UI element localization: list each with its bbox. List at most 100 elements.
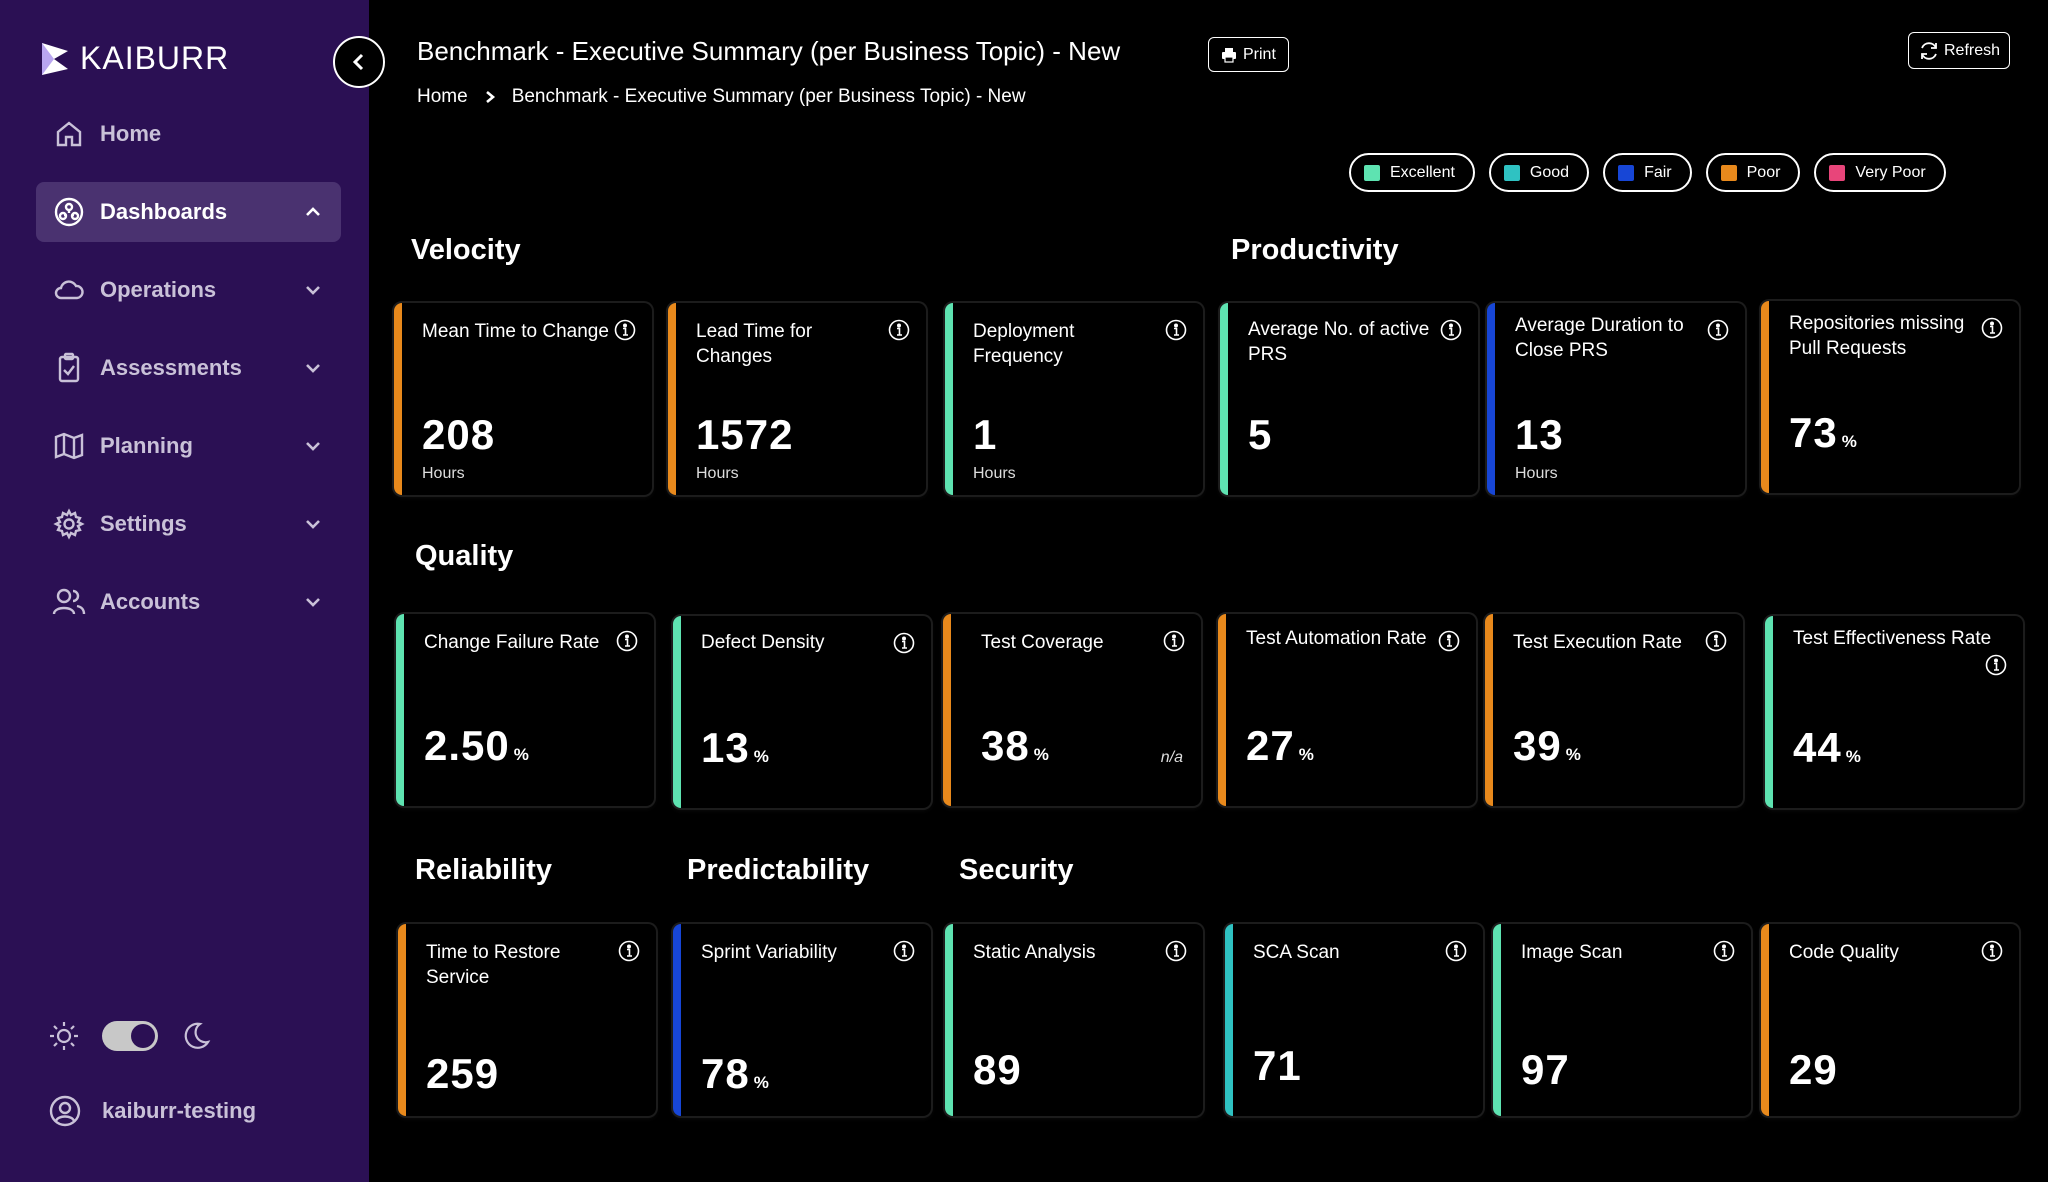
sidebar-item-operations[interactable]: Operations xyxy=(36,260,341,320)
card-change-failure-rate[interactable]: Change Failure Rate 2.50% xyxy=(396,614,654,806)
card-value: 73% xyxy=(1789,409,1858,456)
sidebar-item-settings[interactable]: Settings xyxy=(36,494,341,554)
info-icon[interactable] xyxy=(1981,940,2003,962)
sidebar-item-planning[interactable]: Planning xyxy=(36,416,341,476)
card-deployment-frequency[interactable]: Deployment Frequency 1 Hours xyxy=(945,303,1203,495)
collapse-sidebar-button[interactable] xyxy=(333,36,385,88)
card-label: Test Coverage xyxy=(981,632,1104,653)
card-repositories-missing-prs[interactable]: Repositories missing Pull Requests 73% xyxy=(1761,301,2019,493)
info-icon[interactable] xyxy=(1445,940,1467,962)
card-static-analysis[interactable]: Static Analysis 89 xyxy=(945,924,1203,1116)
card-sprint-variability[interactable]: Sprint Variability 78% xyxy=(673,924,931,1116)
card-label: Defect Density xyxy=(701,632,825,653)
card-lead-time-for-changes[interactable]: Lead Time for Changes 1572 Hours xyxy=(668,303,926,495)
print-button[interactable]: Print xyxy=(1208,37,1289,72)
users-icon xyxy=(52,585,86,619)
user-profile[interactable]: kaiburr-testing xyxy=(48,1094,256,1128)
sidebar-item-dashboards[interactable]: Dashboards xyxy=(36,182,341,242)
card-label: Average Duration to Close PRS xyxy=(1515,315,1684,361)
sun-icon[interactable] xyxy=(48,1020,80,1052)
info-icon[interactable] xyxy=(1165,940,1187,962)
card-time-to-restore-service[interactable]: Time to Restore Service 259 xyxy=(398,924,656,1116)
info-icon[interactable] xyxy=(1713,940,1735,962)
legend-very-poor: Very Poor xyxy=(1814,153,1946,192)
chevron-down-icon[interactable] xyxy=(301,356,325,380)
card-label: Image Scan xyxy=(1521,942,1623,963)
theme-toggle[interactable] xyxy=(102,1021,158,1051)
card-test-execution-rate[interactable]: Test Execution Rate 39% xyxy=(1485,614,1743,806)
card-value: 29 xyxy=(1789,1046,1838,1093)
card-label: Lead Time for Changes xyxy=(696,321,813,367)
card-unit: Hours xyxy=(1515,465,1558,482)
card-label: Change Failure Rate xyxy=(424,632,600,653)
info-icon[interactable] xyxy=(1705,630,1727,652)
chevron-down-icon[interactable] xyxy=(301,590,325,614)
card-defect-density[interactable]: Defect Density 13% xyxy=(673,616,931,808)
kaiburr-logo[interactable]: KAIBURR xyxy=(38,40,229,77)
info-icon[interactable] xyxy=(1163,630,1185,652)
card-unit: Hours xyxy=(422,465,465,482)
info-icon[interactable] xyxy=(893,940,915,962)
info-icon[interactable] xyxy=(1440,319,1462,341)
info-icon[interactable] xyxy=(1985,654,2007,676)
sidebar-item-accounts[interactable]: Accounts xyxy=(36,572,341,632)
card-na-label: n/a xyxy=(1160,749,1183,766)
info-icon[interactable] xyxy=(616,630,638,652)
chevron-down-icon[interactable] xyxy=(301,512,325,536)
card-value: 27% xyxy=(1246,722,1315,769)
chevron-left-icon xyxy=(352,53,364,71)
chevron-up-icon[interactable] xyxy=(301,200,325,224)
info-icon[interactable] xyxy=(1438,630,1460,652)
clipboard-icon xyxy=(52,351,86,385)
card-average-duration-close-prs[interactable]: Average Duration to Close PRS 13 Hours xyxy=(1487,303,1745,495)
breadcrumb-separator-icon xyxy=(485,91,495,103)
info-icon[interactable] xyxy=(1707,319,1729,341)
breadcrumb-current: Benchmark - Executive Summary (per Busin… xyxy=(511,86,1026,107)
legend-swatch xyxy=(1364,164,1380,181)
breadcrumb-home[interactable]: Home xyxy=(417,86,468,107)
dashboard-icon xyxy=(52,195,86,229)
kaiburr-logo-icon xyxy=(42,42,68,75)
card-value: 2.50% xyxy=(424,722,530,769)
legend-swatch xyxy=(1720,164,1737,181)
card-value: 38% xyxy=(981,722,1050,769)
card-mean-time-to-change[interactable]: Mean Time to Change 208 Hours xyxy=(394,303,652,495)
info-icon[interactable] xyxy=(888,319,910,341)
section-velocity: Velocity xyxy=(411,234,521,266)
section-reliability: Reliability xyxy=(415,854,552,886)
card-value: 39% xyxy=(1513,722,1582,769)
chevron-down-icon[interactable] xyxy=(301,434,325,458)
refresh-label: Refresh xyxy=(1944,41,2001,59)
card-value: 5 xyxy=(1248,411,1273,458)
card-label: Test Automation Rate xyxy=(1246,628,1427,649)
card-test-automation-rate[interactable]: Test Automation Rate 27% xyxy=(1218,614,1476,806)
card-value: 13% xyxy=(701,724,770,771)
moon-icon[interactable] xyxy=(180,1020,212,1052)
card-value: 13 xyxy=(1515,411,1564,458)
card-image-scan[interactable]: Image Scan 97 xyxy=(1493,924,1751,1116)
info-icon[interactable] xyxy=(1165,319,1187,341)
legend-poor: Poor xyxy=(1705,153,1801,192)
card-test-coverage[interactable]: Test Coverage 38% n/a xyxy=(943,614,1201,806)
info-icon[interactable] xyxy=(893,632,915,654)
card-average-active-prs[interactable]: Average No. of active PRS 5 xyxy=(1220,303,1478,495)
info-icon[interactable] xyxy=(618,940,640,962)
gear-icon xyxy=(52,507,86,541)
card-test-effectiveness-rate[interactable]: Test Effectiveness Rate 44% xyxy=(1765,616,2023,808)
info-icon[interactable] xyxy=(1981,317,2003,339)
sidebar-item-home[interactable]: Home xyxy=(36,104,341,164)
breadcrumb: Home Benchmark - Executive Summary (per … xyxy=(417,86,1026,108)
legend-excellent: Excellent xyxy=(1349,153,1475,192)
home-icon xyxy=(52,117,86,151)
card-sca-scan[interactable]: SCA Scan 71 xyxy=(1225,924,1483,1116)
card-label: Sprint Variability xyxy=(701,942,837,963)
info-icon[interactable] xyxy=(614,319,636,341)
section-quality: Quality xyxy=(415,540,514,572)
chevron-down-icon[interactable] xyxy=(301,278,325,302)
section-predictability: Predictability xyxy=(687,854,870,886)
theme-switcher xyxy=(48,1020,212,1052)
card-label: Test Effectiveness Rate xyxy=(1793,628,1992,649)
card-code-quality[interactable]: Code Quality 29 xyxy=(1761,924,2019,1116)
sidebar-item-assessments[interactable]: Assessments xyxy=(36,338,341,398)
refresh-button[interactable]: Refresh xyxy=(1908,32,2011,69)
